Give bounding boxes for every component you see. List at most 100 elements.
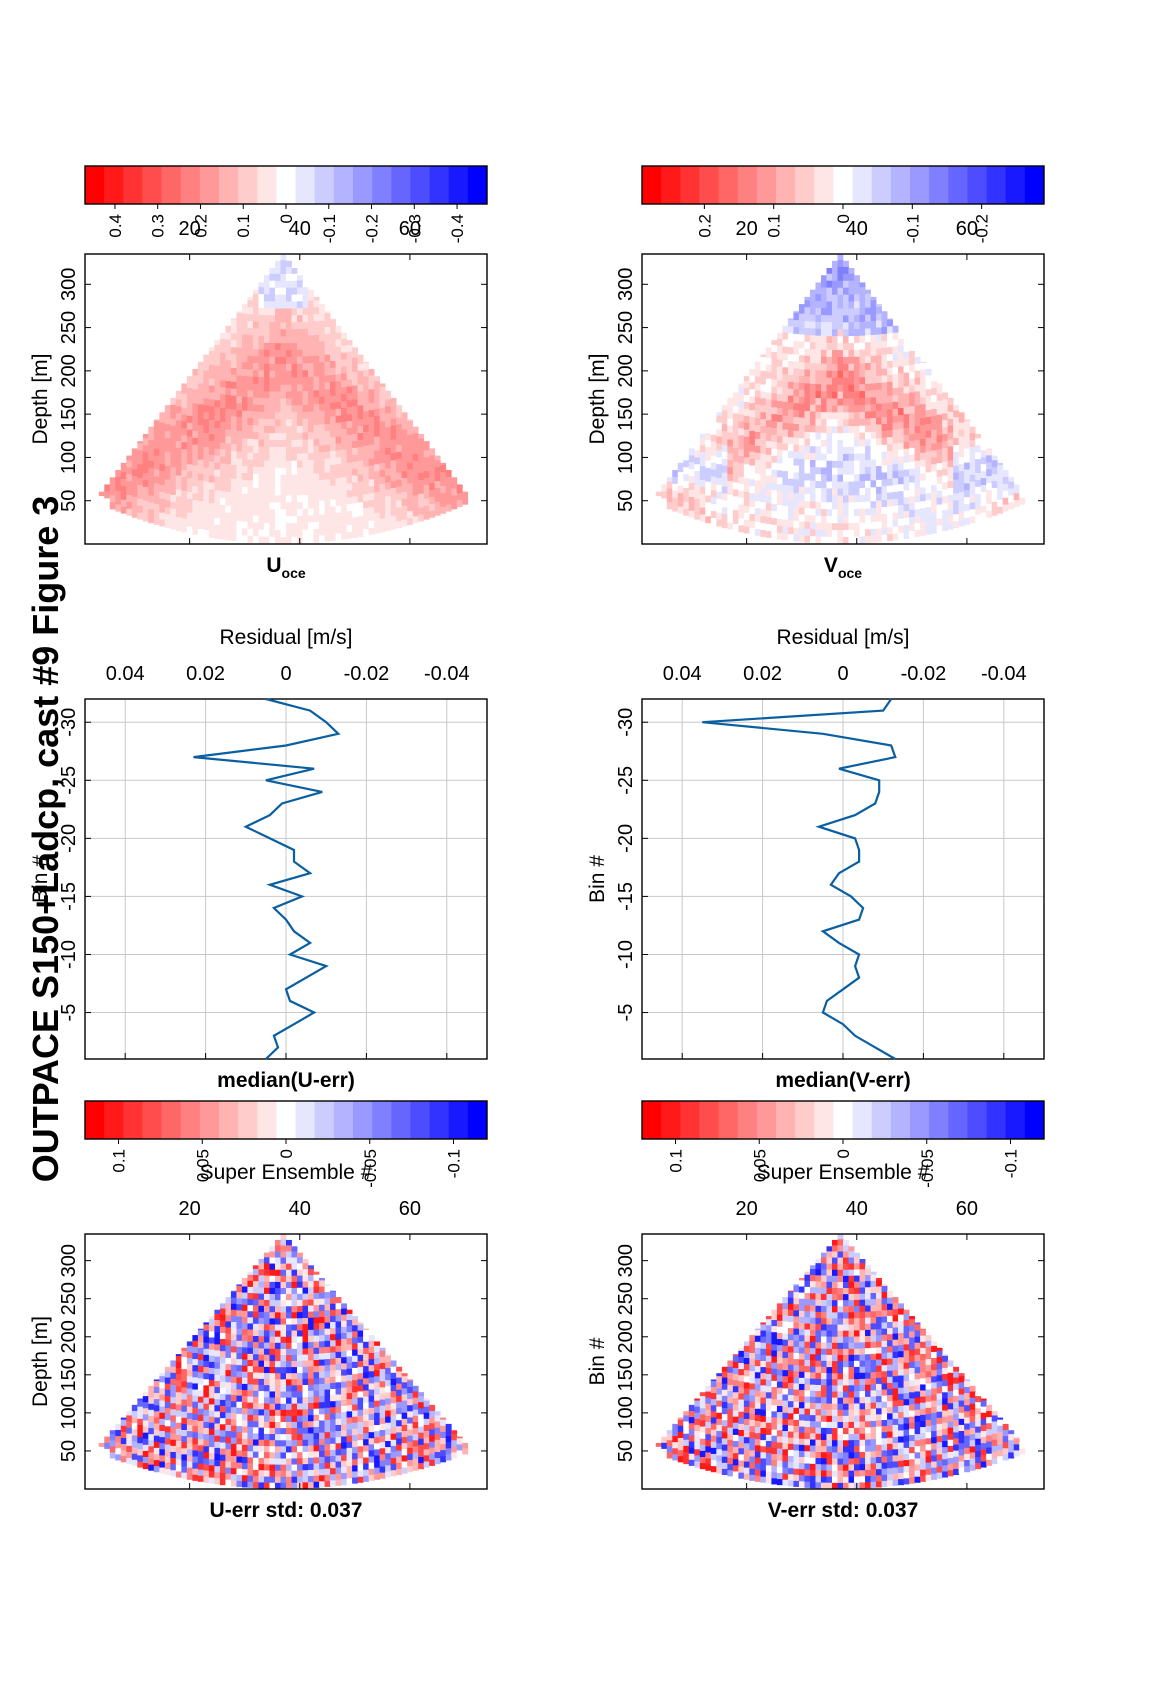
heatmap-cell: [380, 483, 386, 490]
heatmap-cell: [738, 1448, 744, 1454]
heatmap-cell: [755, 1427, 761, 1433]
heatmap-cell: [380, 1448, 386, 1454]
heatmap-cell: [396, 458, 402, 465]
heatmap-cell: [920, 1329, 926, 1335]
heatmap-cell: [286, 1324, 292, 1330]
heatmap-cell: [837, 1391, 843, 1397]
heatmap-cell: [948, 1391, 954, 1397]
heatmap-cell: [275, 523, 281, 530]
heatmap-cell: [303, 1458, 309, 1464]
heatmap-cell: [214, 393, 220, 400]
heatmap-cell: [176, 496, 182, 503]
heatmap-cell: [258, 508, 264, 515]
heatmap-cell: [683, 1433, 689, 1439]
heatmap-cell: [402, 1412, 408, 1418]
heatmap-cell: [165, 1389, 171, 1395]
heatmap-cell: [264, 1293, 270, 1299]
heatmap-cell: [887, 1407, 893, 1413]
heatmap-cell: [876, 1353, 882, 1359]
heatmap-cell: [209, 351, 215, 358]
heatmap-cell: [336, 1443, 342, 1449]
heatmap-cell: [407, 448, 413, 455]
heatmap-cell: [192, 514, 198, 521]
heatmap-cell: [314, 522, 320, 529]
heatmap-cell: [286, 1342, 292, 1348]
heatmap-cell: [176, 434, 182, 441]
heatmap-cell: [231, 395, 237, 402]
heatmap-cell: [953, 1402, 959, 1408]
heatmap-cell: [959, 1394, 965, 1400]
heatmap-cell: [220, 1369, 226, 1375]
heatmap-cell: [959, 1431, 965, 1437]
heatmap-cell: [799, 1396, 805, 1402]
heatmap-cell: [325, 1450, 331, 1456]
heatmap-cell: [325, 1456, 331, 1462]
heatmap-cell: [904, 1472, 910, 1478]
heatmap-cell: [832, 1361, 838, 1367]
heatmap-cell: [319, 1457, 325, 1463]
heatmap-cell: [181, 1472, 187, 1478]
heatmap-cell: [931, 1455, 937, 1461]
heatmap-cell: [744, 1431, 750, 1437]
heatmap-cell: [347, 531, 353, 538]
heatmap-cell: [843, 1428, 849, 1434]
colorbar-tick-label: 0: [277, 214, 296, 223]
heatmap-cell: [435, 1411, 441, 1415]
heatmap-cell: [154, 1399, 160, 1405]
heatmap-cell: [915, 1446, 921, 1452]
heatmap-cell: [231, 1364, 237, 1370]
heatmap-cell: [176, 1465, 182, 1471]
heatmap-cell: [964, 1387, 970, 1393]
heatmap-cell: [181, 383, 187, 386]
heatmap-cell: [782, 1406, 788, 1412]
heatmap-cell: [336, 1431, 342, 1437]
heatmap-cell: [154, 1387, 160, 1393]
heatmap-cell: [733, 1447, 739, 1453]
heatmap-cell: [214, 455, 220, 462]
heatmap-cell: [926, 1359, 932, 1365]
heatmap-cell: [744, 1425, 750, 1431]
heatmap-cell: [148, 1458, 154, 1464]
heatmap-cell: [893, 1400, 899, 1406]
heatmap-cell: [942, 1368, 948, 1374]
heatmap-cell: [363, 1341, 369, 1347]
heatmap-cell: [170, 474, 176, 481]
heatmap-cell: [303, 287, 309, 294]
heatmap-cell: [843, 1409, 849, 1415]
heatmap-cell: [198, 494, 204, 501]
heatmap-cell: [297, 1293, 303, 1299]
heatmap-cell: [325, 1432, 331, 1438]
x-tick-label: 0: [280, 663, 291, 685]
heatmap-cell: [716, 457, 722, 464]
heatmap-cell: [198, 459, 204, 466]
heatmap-cell: [231, 513, 237, 520]
heatmap-cell: [694, 492, 700, 499]
heatmap-cell: [711, 420, 717, 422]
heatmap-cell: [336, 485, 342, 492]
heatmap-cell: [225, 443, 231, 450]
heatmap-cell: [203, 1322, 209, 1324]
heatmap-cell: [782, 1339, 788, 1345]
heatmap-cell: [137, 450, 143, 457]
heatmap-cell: [176, 475, 182, 482]
heatmap-cell: [860, 1281, 866, 1287]
heatmap-cell: [849, 1251, 855, 1257]
heatmap-cell: [860, 1482, 866, 1488]
heatmap-cell: [325, 368, 331, 375]
heatmap-cell: [788, 1462, 794, 1468]
heatmap-cell: [330, 478, 336, 485]
heatmap-cell: [407, 441, 413, 448]
heatmap-cell: [380, 428, 386, 435]
heatmap-cell: [391, 501, 397, 508]
heatmap-cell: [865, 1433, 871, 1439]
heatmap-cell: [744, 1352, 750, 1358]
colorbar-swatch: [910, 1101, 930, 1139]
heatmap-cell: [319, 417, 325, 424]
heatmap-cell: [694, 1406, 700, 1412]
heatmap-cell: [402, 478, 408, 485]
heatmap-cell: [749, 1432, 755, 1438]
heatmap-cell: [1008, 1452, 1014, 1458]
heatmap-cell: [391, 1397, 397, 1403]
heatmap-cell: [236, 1462, 242, 1468]
heatmap-cell: [358, 1385, 364, 1391]
